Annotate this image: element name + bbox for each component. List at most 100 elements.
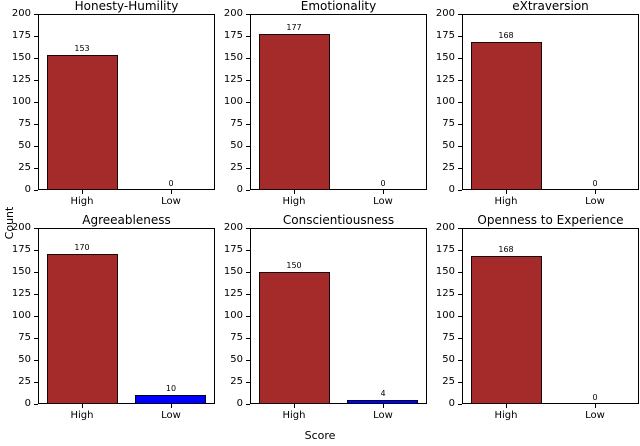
y-tick-label: 175	[11, 244, 31, 255]
x-tick-label-low: Low	[161, 410, 181, 421]
y-tick-label: 100	[223, 96, 243, 107]
y-tick-label: 100	[11, 96, 31, 107]
subplot-title-conscientiousness: Conscientiousness	[282, 213, 395, 227]
y-tick-label: 0	[236, 184, 243, 195]
y-tick-label: 50	[230, 354, 243, 365]
y-tick-label: 25	[230, 376, 243, 387]
y-tick-label: 200	[435, 222, 455, 233]
y-tick-label: 100	[435, 310, 455, 321]
x-tick-label-high: High	[282, 410, 306, 421]
y-tick-mark	[246, 338, 250, 339]
y-tick-mark	[34, 190, 38, 191]
y-tick-mark	[246, 228, 250, 229]
y-tick-mark	[246, 168, 250, 169]
y-tick-label: 50	[442, 354, 455, 365]
y-tick-mark	[246, 36, 250, 37]
y-tick-mark	[458, 338, 462, 339]
y-tick-label: 175	[435, 244, 455, 255]
y-tick-mark	[458, 382, 462, 383]
y-tick-label: 100	[223, 310, 243, 321]
x-tick-mark	[595, 404, 596, 408]
x-tick-label-low: Low	[373, 196, 393, 207]
y-tick-label: 75	[442, 332, 455, 343]
bar-high-emotionality	[259, 34, 330, 190]
y-tick-mark	[246, 190, 250, 191]
y-tick-mark	[458, 250, 462, 251]
y-tick-label: 0	[236, 398, 243, 409]
y-tick-mark	[458, 316, 462, 317]
y-tick-label: 150	[223, 266, 243, 277]
bar-value-label: 150	[286, 261, 302, 270]
y-tick-label: 125	[435, 288, 455, 299]
subplot-title-extraversion: eXtraversion	[512, 0, 589, 13]
y-tick-mark	[458, 404, 462, 405]
y-tick-mark	[34, 272, 38, 273]
y-tick-label: 0	[448, 398, 455, 409]
y-tick-mark	[246, 80, 250, 81]
y-tick-label: 50	[18, 140, 31, 151]
y-tick-label: 75	[230, 118, 243, 129]
subplot-title-emotionality: Emotionality	[300, 0, 377, 13]
bar-high-extraversion	[471, 42, 542, 190]
x-tick-mark	[171, 404, 172, 408]
y-tick-mark	[34, 382, 38, 383]
x-tick-label-high: High	[282, 196, 306, 207]
subplot-title-honesty-humility: Honesty-Humility	[74, 0, 179, 13]
y-tick-mark	[246, 316, 250, 317]
x-tick-label-high: High	[494, 410, 518, 421]
bar-value-label: 4	[380, 389, 386, 398]
x-tick-mark	[294, 190, 295, 194]
y-tick-label: 0	[24, 184, 31, 195]
y-tick-label: 75	[442, 118, 455, 129]
bar-high-honesty-humility	[47, 55, 118, 190]
y-tick-label: 150	[435, 266, 455, 277]
y-tick-label: 100	[435, 96, 455, 107]
y-tick-mark	[458, 228, 462, 229]
y-tick-label: 0	[448, 184, 455, 195]
y-tick-label: 150	[11, 52, 31, 63]
y-tick-mark	[458, 190, 462, 191]
y-tick-mark	[246, 294, 250, 295]
subplot-title-agreeableness: Agreeableness	[82, 213, 171, 227]
y-tick-mark	[246, 272, 250, 273]
bar-low-conscientiousness	[347, 400, 418, 404]
y-tick-mark	[34, 316, 38, 317]
y-tick-mark	[34, 250, 38, 251]
x-axis-label: Score	[304, 429, 336, 442]
y-tick-mark	[458, 58, 462, 59]
bar-value-label: 0	[380, 179, 386, 188]
y-tick-label: 175	[11, 30, 31, 41]
x-tick-label-high: High	[494, 196, 518, 207]
y-tick-mark	[458, 294, 462, 295]
x-tick-label-low: Low	[585, 410, 605, 421]
bar-low-agreeableness	[135, 395, 206, 404]
x-tick-label-high: High	[70, 410, 94, 421]
y-tick-mark	[34, 228, 38, 229]
x-tick-mark	[294, 404, 295, 408]
y-tick-mark	[34, 102, 38, 103]
y-tick-label: 125	[223, 288, 243, 299]
y-tick-mark	[246, 404, 250, 405]
y-tick-mark	[34, 124, 38, 125]
subplot-title-openness-to-experience: Openness to Experience	[477, 213, 624, 227]
y-tick-label: 125	[435, 74, 455, 85]
x-tick-mark	[82, 404, 83, 408]
x-tick-label-low: Low	[373, 410, 393, 421]
y-tick-mark	[34, 338, 38, 339]
y-tick-mark	[246, 146, 250, 147]
y-tick-label: 150	[223, 52, 243, 63]
y-tick-mark	[34, 404, 38, 405]
x-tick-label-high: High	[70, 196, 94, 207]
y-tick-label: 25	[18, 376, 31, 387]
bar-value-label: 0	[592, 393, 598, 402]
bar-high-agreeableness	[47, 254, 118, 404]
bar-value-label: 153	[74, 44, 90, 53]
y-tick-mark	[246, 360, 250, 361]
y-tick-mark	[458, 168, 462, 169]
y-tick-mark	[34, 360, 38, 361]
y-tick-mark	[34, 294, 38, 295]
bar-value-label: 10	[165, 384, 177, 393]
bar-value-label: 170	[74, 243, 90, 252]
x-tick-mark	[506, 190, 507, 194]
